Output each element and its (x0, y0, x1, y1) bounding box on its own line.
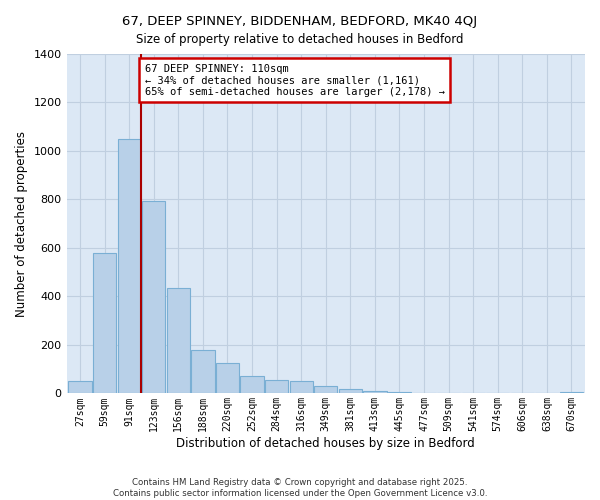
Bar (191, 350, 215, 394)
Bar (93, 253, 116, 394)
Text: Size of property relative to detached houses in Bedford: Size of property relative to detached ho… (136, 32, 464, 46)
Bar (265, 380, 288, 394)
Text: 67 DEEP SPINNEY: 110sqm
← 34% of detached houses are smaller (1,161)
65% of semi: 67 DEEP SPINNEY: 110sqm ← 34% of detache… (145, 64, 445, 97)
Bar (241, 376, 264, 394)
Bar (216, 363, 239, 394)
X-axis label: Distribution of detached houses by size in Bedford: Distribution of detached houses by size … (176, 437, 475, 450)
Bar (363, 391, 386, 394)
Bar (167, 288, 190, 394)
Text: 67, DEEP SPINNEY, BIDDENHAM, BEDFORD, MK40 4QJ: 67, DEEP SPINNEY, BIDDENHAM, BEDFORD, MK… (122, 15, 478, 28)
Bar (290, 382, 313, 394)
Bar (142, 200, 166, 394)
Bar (560, 392, 583, 394)
Text: Contains HM Land Registry data © Crown copyright and database right 2025.
Contai: Contains HM Land Registry data © Crown c… (113, 478, 487, 498)
Y-axis label: Number of detached properties: Number of detached properties (15, 130, 28, 316)
Bar (68, 382, 92, 394)
Bar (314, 386, 337, 394)
Bar (338, 388, 362, 394)
Bar (118, 139, 141, 394)
Bar (388, 392, 411, 394)
